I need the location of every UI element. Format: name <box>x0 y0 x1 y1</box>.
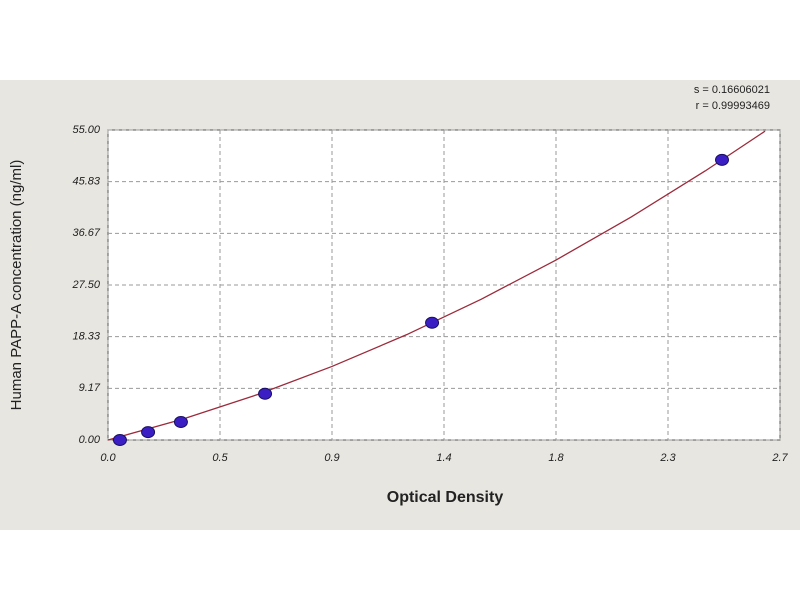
x-tick-label: 0.0 <box>100 452 116 464</box>
grid <box>107 129 781 441</box>
data-point <box>112 434 127 446</box>
x-tick-label: 0.5 <box>212 452 228 464</box>
x-tick-label: 2.3 <box>659 452 676 464</box>
y-axis-label: Human PAPP-A concentration (ng/ml) <box>8 160 25 411</box>
data-point <box>258 387 273 400</box>
x-tick-label: 0.9 <box>324 452 339 464</box>
x-tick-label: 2.7 <box>771 452 788 464</box>
annotation: s = 0.16606021 <box>694 84 770 96</box>
y-tick-label: 9.17 <box>79 382 101 394</box>
y-tick-label: 18.33 <box>72 331 100 343</box>
marks <box>107 130 766 446</box>
annotation: r = 0.99993469 <box>696 100 770 112</box>
data-point <box>425 316 440 329</box>
x-axis-label: Optical Density <box>387 489 504 506</box>
data-point <box>141 426 156 439</box>
y-tick-label: 55.00 <box>72 124 100 136</box>
fit-curve <box>107 130 766 441</box>
y-tick-label: 0.00 <box>79 434 101 446</box>
y-tick-label: 36.67 <box>72 227 100 239</box>
data-point <box>173 415 188 428</box>
x-tick-label: 1.8 <box>548 452 564 464</box>
x-tick-label: 1.4 <box>436 452 451 464</box>
data-point <box>715 153 730 166</box>
y-tick-label: 45.83 <box>72 176 100 188</box>
y-tick-label: 27.50 <box>71 279 100 291</box>
